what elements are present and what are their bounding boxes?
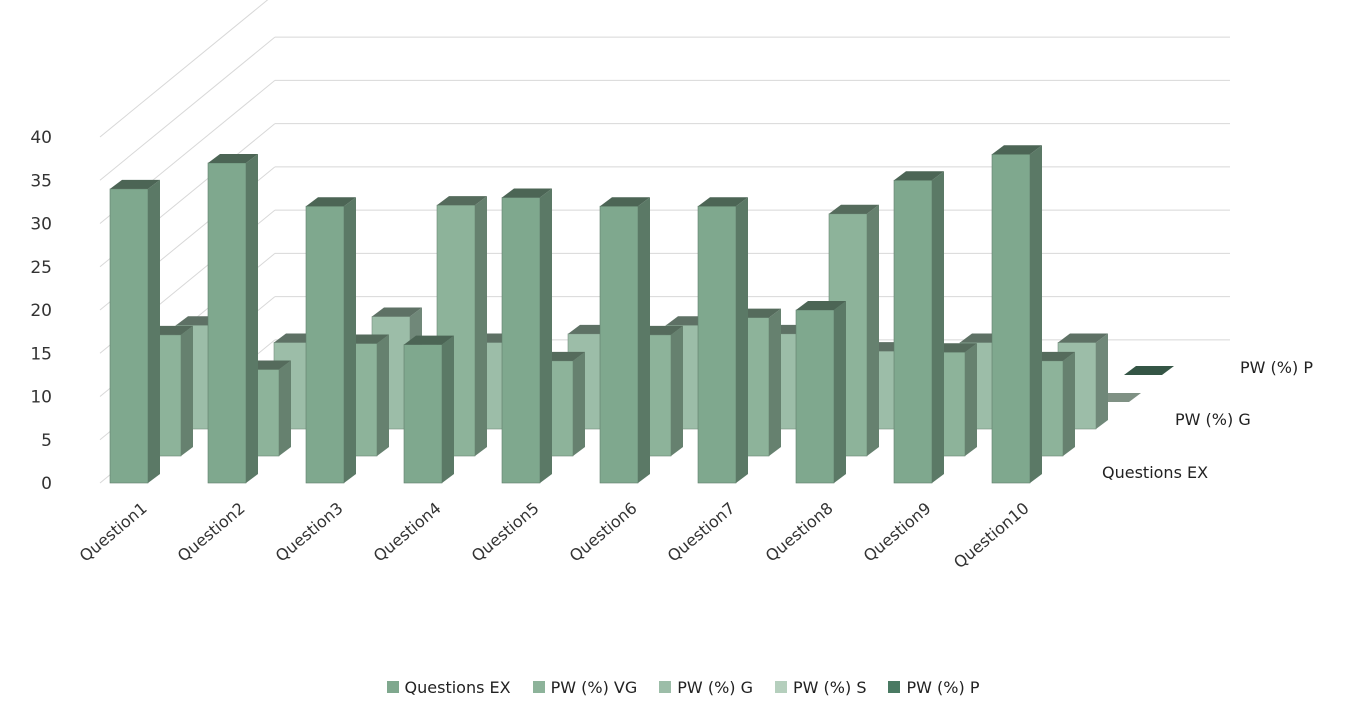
legend-item: PW (%) P	[888, 678, 979, 697]
bar-side	[932, 171, 944, 483]
bar-side	[246, 153, 258, 483]
legend-swatch	[775, 681, 787, 693]
bar-top	[110, 179, 160, 189]
y-tick-label: 5	[41, 431, 52, 451]
y-axis: 0 5 10 15 20 25 30 35 40	[30, 128, 52, 494]
depth-axis-labels: PW (%) P PW (%) G Questions EX	[1102, 358, 1313, 482]
bar	[501, 197, 541, 484]
bar-top	[404, 335, 454, 345]
y-tick-label: 20	[30, 301, 52, 321]
x-axis: Question1 Question2 Question3 Question4 Ques…	[76, 499, 1033, 573]
legend-swatch	[532, 681, 545, 693]
bar-top	[796, 301, 846, 310]
y-tick-label: 40	[30, 128, 52, 148]
bar-side	[638, 197, 650, 483]
series-questions-ex	[109, 145, 1042, 484]
x-tick-label: Question7	[664, 499, 739, 566]
bar-side	[867, 204, 879, 456]
legend-swatch	[888, 681, 901, 693]
bar-top	[698, 197, 748, 207]
x-tick-label: Question1	[76, 499, 151, 566]
gridline-depth	[99, 0, 269, 138]
legend-item: PW (%) S	[775, 678, 866, 697]
bar-side	[540, 188, 552, 484]
bar-top	[829, 204, 879, 214]
bar	[697, 205, 737, 484]
bar-side	[1063, 351, 1075, 456]
depth-label: PW (%) G	[1175, 410, 1251, 429]
legend-label: Questions EX	[404, 677, 511, 697]
bar-top	[992, 145, 1042, 155]
bar-side	[442, 335, 454, 483]
x-tick-label: Question5	[468, 499, 543, 566]
bar-side	[834, 301, 846, 483]
y-tick-label: 0	[41, 474, 52, 494]
x-tick-label: Question4	[370, 499, 445, 566]
bar-top	[894, 171, 944, 181]
bar-top	[372, 307, 422, 317]
x-tick-label: Question2	[174, 499, 249, 566]
x-tick-label: Question9	[860, 499, 935, 566]
legend-item: PW (%) VG	[532, 677, 638, 697]
bar-flat	[1124, 366, 1174, 375]
y-tick-label: 35	[30, 171, 52, 191]
bar-side	[769, 308, 781, 456]
x-tick-label: Question6	[566, 499, 641, 566]
bar-top	[600, 197, 650, 207]
bar-side	[279, 360, 291, 456]
bar-side	[1096, 333, 1108, 429]
bar-side	[736, 197, 748, 483]
gridline-depth	[99, 36, 276, 181]
y-tick-label: 10	[30, 388, 52, 408]
bar	[403, 344, 443, 484]
legend-item: PW (%) G	[659, 678, 753, 697]
legend: Questions EX PW (%) VG PW (%) G PW (%) S PW …	[0, 672, 1366, 702]
y-tick-label: 25	[30, 258, 52, 278]
legend-swatch	[659, 681, 672, 693]
bar-top	[437, 196, 487, 206]
bar-top	[306, 197, 356, 207]
bar	[795, 309, 835, 484]
bar-top	[208, 153, 258, 163]
legend-label: PW (%) P	[906, 677, 980, 697]
bar-side	[573, 351, 585, 456]
bar	[109, 188, 149, 484]
bar-side	[344, 197, 356, 483]
bar-side	[1030, 145, 1042, 484]
bar-side	[148, 179, 160, 483]
bar-side	[181, 325, 193, 456]
bar	[599, 205, 639, 484]
bar-side	[377, 334, 389, 456]
bar	[207, 162, 247, 484]
legend-swatch	[386, 681, 399, 693]
legend-label: PW (%) G	[677, 677, 753, 697]
y-tick-label: 15	[30, 344, 52, 364]
bar-side	[475, 196, 487, 456]
bar	[305, 205, 345, 484]
bar	[893, 179, 933, 484]
legend-label: PW (%) VG	[550, 677, 638, 697]
depth-label: PW (%) P	[1240, 358, 1313, 377]
legend-item: Questions EX	[386, 677, 511, 697]
x-tick-label: Question3	[272, 499, 347, 566]
y-tick-label: 30	[30, 215, 52, 235]
bar-side	[671, 325, 683, 456]
x-tick-label: Question10	[950, 499, 1033, 573]
bar-top	[1058, 333, 1108, 343]
bar	[991, 154, 1031, 484]
depth-label: Questions EX	[1102, 463, 1208, 482]
legend-label: PW (%) S	[793, 677, 867, 697]
bar-top	[502, 188, 552, 198]
bar-side	[965, 343, 977, 456]
x-tick-label: Question8	[762, 499, 837, 566]
